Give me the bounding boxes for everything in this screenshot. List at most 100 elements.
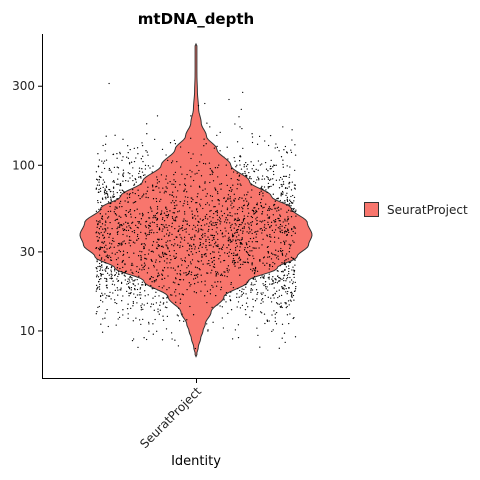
data-point bbox=[215, 294, 217, 297]
data-point bbox=[211, 228, 213, 231]
data-point bbox=[122, 173, 124, 175]
data-point bbox=[217, 281, 219, 283]
data-point bbox=[235, 254, 237, 256]
data-point bbox=[256, 216, 258, 219]
data-point bbox=[270, 185, 272, 188]
data-point bbox=[184, 196, 187, 198]
data-point bbox=[283, 284, 286, 287]
data-point bbox=[133, 184, 135, 186]
data-point bbox=[284, 220, 286, 222]
data-point bbox=[278, 303, 280, 305]
data-point bbox=[233, 206, 235, 208]
data-point bbox=[278, 289, 280, 291]
data-point bbox=[236, 293, 238, 295]
data-point bbox=[98, 188, 100, 191]
data-point bbox=[250, 229, 253, 231]
data-point bbox=[172, 191, 174, 193]
data-point bbox=[251, 264, 253, 266]
data-point bbox=[219, 183, 221, 185]
data-point bbox=[113, 240, 115, 243]
data-point bbox=[204, 217, 207, 219]
data-point bbox=[110, 298, 112, 300]
data-point bbox=[144, 225, 147, 227]
data-point bbox=[159, 200, 161, 202]
data-point bbox=[96, 268, 98, 270]
data-point bbox=[238, 175, 240, 177]
data-point bbox=[126, 252, 129, 254]
data-point bbox=[119, 267, 121, 270]
data-point bbox=[286, 228, 289, 230]
data-point bbox=[106, 286, 108, 289]
data-point bbox=[157, 238, 159, 240]
data-point bbox=[130, 307, 132, 310]
data-point bbox=[191, 236, 193, 238]
data-point bbox=[102, 242, 105, 244]
data-point bbox=[144, 168, 147, 170]
data-point bbox=[220, 247, 222, 250]
data-point bbox=[181, 264, 183, 266]
data-point bbox=[116, 183, 118, 185]
data-point bbox=[118, 173, 120, 175]
data-point bbox=[145, 258, 148, 260]
data-point bbox=[175, 196, 178, 198]
data-point bbox=[225, 294, 227, 297]
data-point bbox=[233, 263, 235, 265]
data-point bbox=[100, 201, 102, 203]
data-point bbox=[151, 210, 153, 212]
data-point bbox=[173, 179, 175, 181]
data-point bbox=[112, 153, 114, 156]
data-point bbox=[256, 270, 259, 272]
data-point bbox=[197, 220, 199, 223]
data-point bbox=[163, 285, 165, 287]
data-point bbox=[100, 273, 103, 275]
data-point bbox=[203, 254, 205, 256]
data-point bbox=[142, 195, 144, 197]
data-point bbox=[104, 189, 107, 191]
data-point bbox=[244, 223, 246, 225]
data-point bbox=[252, 284, 254, 286]
data-point bbox=[215, 223, 218, 226]
data-point bbox=[202, 233, 204, 235]
data-point bbox=[140, 256, 142, 258]
data-point bbox=[178, 320, 181, 322]
data-point bbox=[158, 227, 161, 229]
data-point bbox=[165, 186, 167, 188]
data-point bbox=[278, 150, 280, 152]
data-point bbox=[126, 307, 129, 310]
data-point bbox=[131, 222, 133, 224]
data-point bbox=[145, 150, 147, 152]
data-point bbox=[100, 217, 103, 219]
data-point bbox=[125, 179, 127, 182]
data-point bbox=[166, 216, 168, 219]
data-point bbox=[146, 302, 149, 304]
data-point bbox=[169, 262, 171, 264]
data-point bbox=[158, 181, 160, 183]
data-point bbox=[103, 231, 106, 233]
data-point bbox=[107, 216, 110, 218]
data-point bbox=[180, 258, 182, 260]
data-point bbox=[281, 185, 283, 188]
data-point bbox=[199, 244, 201, 247]
data-point bbox=[273, 219, 275, 222]
data-point bbox=[272, 294, 274, 296]
data-point bbox=[117, 318, 119, 320]
data-point bbox=[202, 218, 204, 221]
data-point bbox=[119, 225, 121, 227]
data-point bbox=[226, 267, 228, 270]
data-point bbox=[166, 245, 168, 247]
data-point bbox=[159, 304, 161, 306]
data-point bbox=[200, 290, 202, 292]
data-point bbox=[136, 294, 139, 296]
data-point bbox=[272, 214, 274, 216]
data-point bbox=[175, 295, 177, 297]
data-point bbox=[100, 226, 102, 228]
data-point bbox=[163, 267, 166, 269]
data-point bbox=[258, 247, 260, 249]
data-point bbox=[183, 211, 186, 213]
data-point bbox=[292, 230, 294, 233]
data-point bbox=[122, 169, 125, 171]
data-point bbox=[252, 255, 254, 257]
data-point bbox=[263, 186, 266, 188]
data-point bbox=[214, 222, 216, 224]
data-point bbox=[290, 279, 293, 281]
